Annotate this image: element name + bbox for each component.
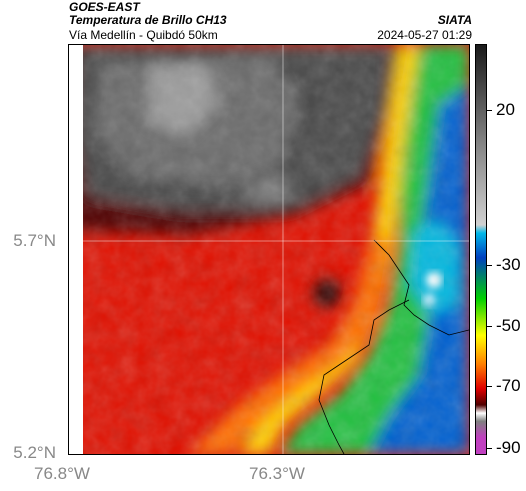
org-label: SIATA [437, 13, 472, 27]
product-title: Temperatura de Brillo CH13 [69, 13, 227, 27]
colorbar [475, 44, 487, 455]
x-tick-76-8: 76.8°W [34, 464, 90, 483]
route-subtitle: Vía Medellín - Quibdó 50km [69, 28, 218, 42]
colorbar-label-minus90: -90 [496, 438, 521, 457]
colorbar-label-minus30: -30 [496, 255, 521, 274]
datetime-label: 2024-05-27 01:29 [377, 28, 472, 42]
brightness-temperature-image [69, 45, 469, 454]
satellite-map [68, 44, 470, 455]
colorbar-label-20: 20 [496, 100, 515, 119]
x-tick-76-3: 76.3°W [249, 464, 305, 483]
y-tick-5-7: 5.7°N [13, 231, 56, 250]
colorbar-label-minus50: -50 [496, 316, 521, 335]
y-tick-5-2: 5.2°N [13, 443, 56, 462]
satellite-title: GOES-EAST [69, 0, 140, 14]
colorbar-label-minus70: -70 [496, 376, 521, 395]
